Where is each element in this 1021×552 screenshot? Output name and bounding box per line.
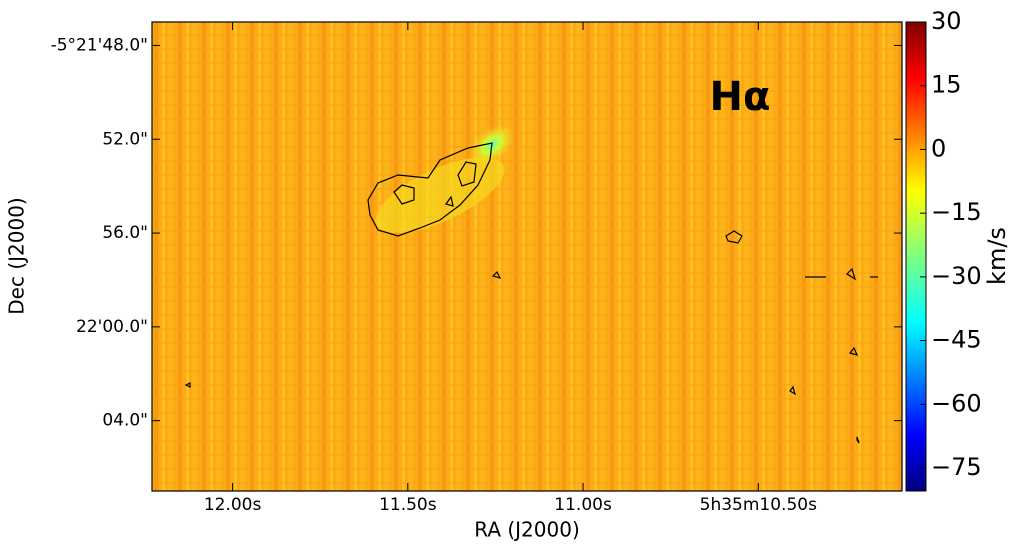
annotation: Hα (710, 74, 771, 120)
heatmap (151, 21, 903, 492)
colorbar-label: km/s (983, 227, 1011, 285)
y-tick-label: 22'00.0" (76, 317, 148, 337)
x-tick-label: 11.00s (554, 495, 612, 515)
colorbar-tick-label: 30 (931, 7, 962, 35)
axes: 12.00s 11.50s 11.00s 5h35m10.50s -5°21'48.0"… (51, 7, 982, 515)
colorbar-tick-label: −45 (931, 326, 982, 354)
y-tick-label: 52.0" (102, 129, 148, 149)
colorbar-tick-label: 0 (931, 134, 946, 162)
x-tick-label: 5h35m10.50s (700, 495, 817, 515)
colorbar-tick-label: −30 (931, 262, 982, 290)
y-axis-label: Dec (J2000) (5, 197, 29, 314)
contours (184, 142, 878, 444)
colorbar-tick-label: 15 (931, 71, 962, 99)
colorbar-tick-label: −15 (931, 198, 982, 226)
y-tick-label: -5°21'48.0" (51, 35, 148, 55)
x-tick-label: 12.00s (204, 495, 262, 515)
colorbar-tick-label: −75 (931, 453, 982, 481)
y-tick-label: 04.0" (102, 411, 148, 431)
x-tick-label: 11.50s (379, 495, 437, 515)
colorbar-tick-label: −60 (931, 389, 982, 417)
colorbar (905, 21, 927, 492)
x-axis-label: RA (J2000) (474, 518, 580, 542)
y-tick-label: 56.0" (102, 223, 148, 243)
